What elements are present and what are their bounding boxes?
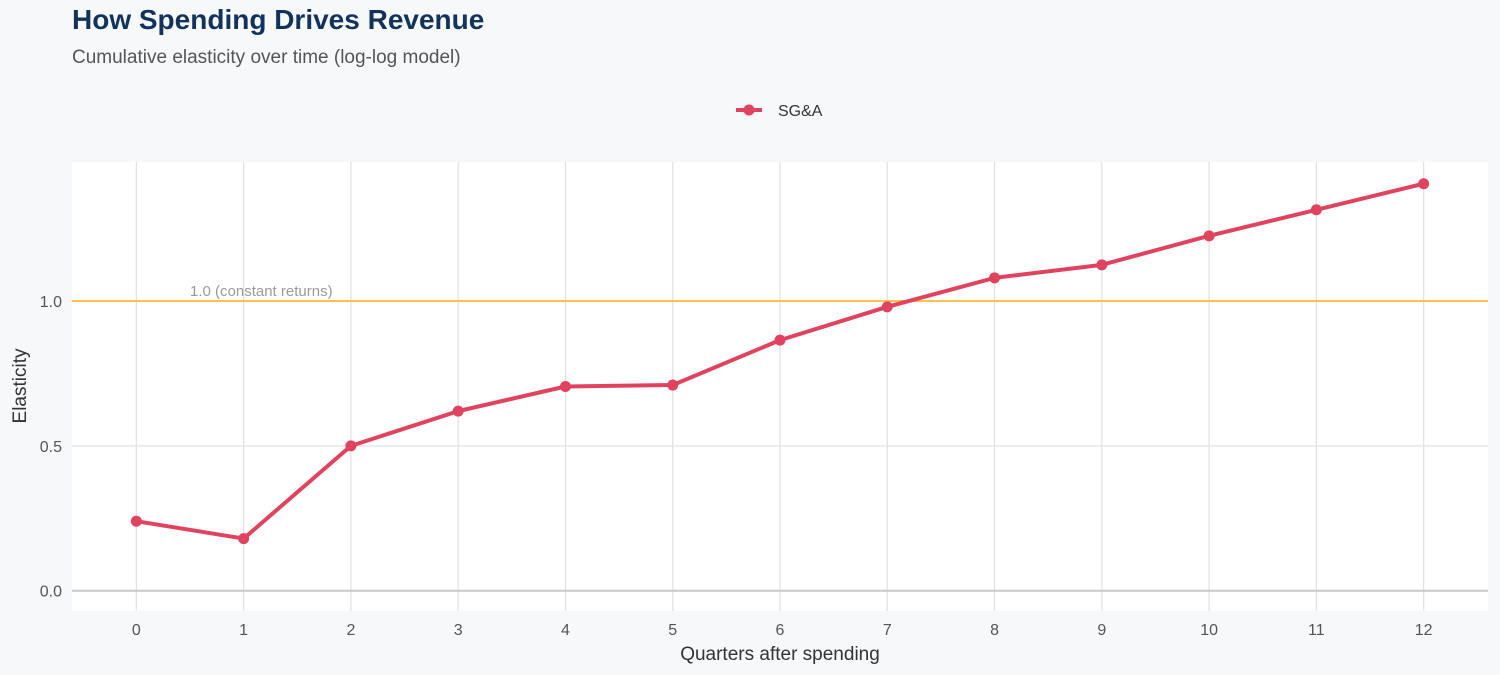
x-tick-label: 7 — [883, 622, 892, 639]
x-tick-label: 5 — [668, 622, 677, 639]
x-tick-label: 8 — [990, 622, 999, 639]
data-point — [1203, 230, 1215, 242]
x-tick-label: 12 — [1415, 622, 1433, 639]
y-tick-label: 0.5 — [40, 439, 62, 456]
legend: SG&A — [736, 103, 823, 120]
x-tick-label: 9 — [1097, 622, 1106, 639]
x-tick-label: 6 — [776, 622, 785, 639]
data-point — [1096, 259, 1108, 271]
x-tick-label: 10 — [1200, 622, 1218, 639]
chart-title: How Spending Drives Revenue — [72, 4, 485, 35]
data-point — [667, 379, 679, 391]
data-point — [238, 533, 250, 545]
y-tick-label: 1.0 — [40, 294, 62, 311]
plot-panel: 1.0 (constant returns) — [72, 162, 1488, 611]
data-point — [774, 334, 786, 346]
x-tick-label: 4 — [561, 622, 570, 639]
y-tick-label: 0.0 — [40, 584, 62, 601]
x-tick-label: 11 — [1308, 622, 1325, 639]
x-axis-label: Quarters after spending — [680, 644, 880, 665]
y-axis-label: Elasticity — [10, 348, 31, 423]
data-point — [881, 301, 893, 313]
legend-swatch-marker — [743, 104, 755, 116]
legend-label: SG&A — [778, 103, 823, 120]
reference-line-label: 1.0 (constant returns) — [190, 283, 333, 300]
data-point — [345, 440, 357, 452]
x-tick-label: 3 — [454, 622, 463, 639]
x-tick-label: 0 — [132, 622, 141, 639]
data-point — [1418, 178, 1430, 190]
chart-subtitle: Cumulative elasticity over time (log-log… — [72, 47, 461, 68]
data-point — [559, 381, 571, 392]
data-point — [1310, 204, 1322, 216]
x-tick-label: 2 — [346, 622, 355, 639]
data-point — [130, 515, 142, 527]
x-tick-label: 1 — [239, 622, 248, 639]
data-point — [989, 272, 1001, 284]
data-point — [452, 405, 464, 417]
